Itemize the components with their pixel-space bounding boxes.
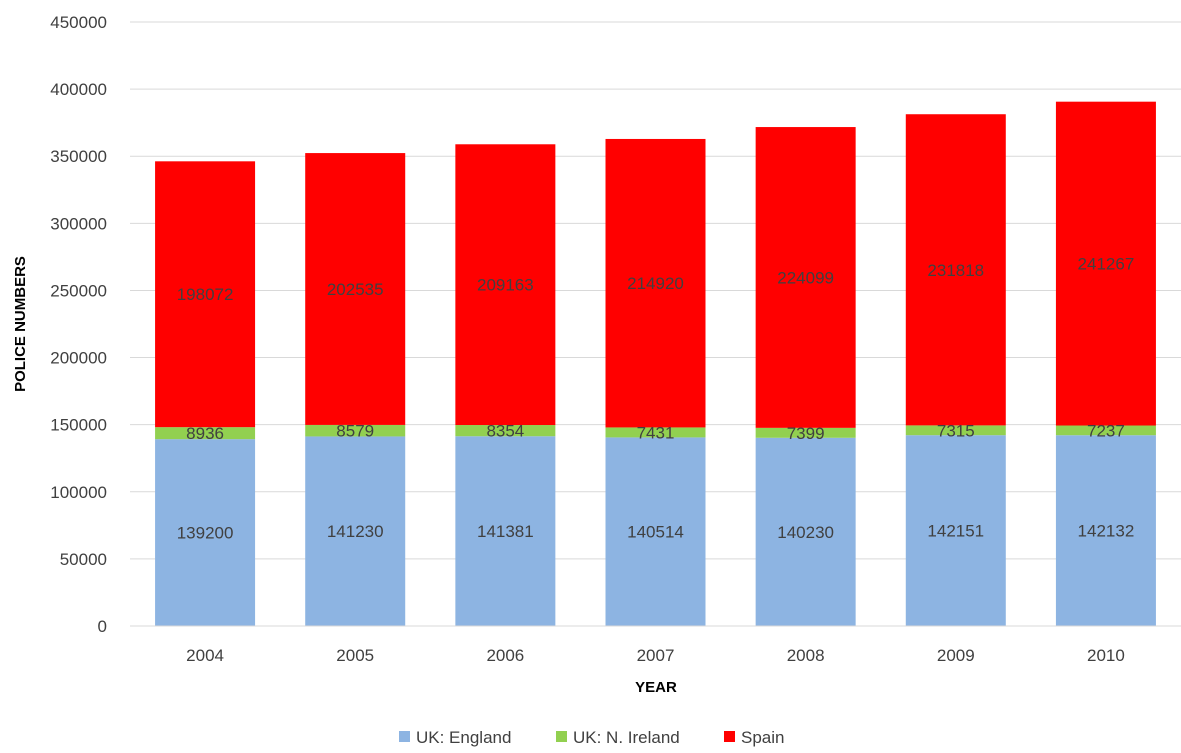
x-tick-label: 2005 (336, 646, 374, 665)
legend-label: UK: England (416, 728, 511, 747)
x-tick-label: 2009 (937, 646, 975, 665)
data-label: 139200 (177, 524, 234, 543)
data-label: 141381 (477, 522, 534, 541)
data-label: 142151 (927, 522, 984, 541)
data-label: 7399 (787, 424, 825, 443)
bar-segment (755, 127, 856, 428)
bar-segment (305, 436, 406, 626)
bar-segment (605, 138, 706, 428)
y-tick-label: 200000 (50, 349, 107, 368)
legend-swatch (556, 731, 567, 742)
legend-label: Spain (741, 728, 784, 747)
bar-segment (155, 427, 256, 440)
y-tick-label: 250000 (50, 281, 107, 300)
data-label: 8579 (336, 422, 374, 441)
legend: UK: England UK: N. Ireland Spain (399, 728, 784, 747)
x-tick-label: 2010 (1087, 646, 1125, 665)
y-tick-label: 450000 (50, 13, 107, 32)
x-tick-label: 2006 (486, 646, 524, 665)
bar-segment (305, 424, 406, 437)
bar-segment (155, 161, 256, 428)
data-label: 214920 (627, 274, 684, 293)
x-axis-ticks: 2004 2005 2006 2007 2008 2009 2010 (186, 646, 1125, 665)
bar-segment (155, 439, 256, 626)
data-label: 231818 (927, 261, 984, 280)
bar-segment (755, 427, 856, 438)
legend-swatch (724, 731, 735, 742)
data-label: 142132 (1078, 522, 1135, 541)
bar-segment (755, 437, 856, 626)
data-label: 8936 (186, 424, 224, 443)
y-tick-label: 100000 (50, 483, 107, 502)
data-label: 7315 (937, 421, 975, 440)
data-label: 241267 (1078, 255, 1135, 274)
data-label: 224099 (777, 268, 834, 287)
bars (155, 101, 1156, 626)
bar-segment (605, 427, 706, 438)
y-tick-label: 150000 (50, 416, 107, 435)
data-label: 141230 (327, 522, 384, 541)
legend-label: UK: N. Ireland (573, 728, 680, 747)
x-tick-label: 2004 (186, 646, 224, 665)
data-label: 198072 (177, 285, 234, 304)
bar-segment (905, 114, 1006, 426)
bar-segment (1055, 435, 1156, 626)
bar-segment (605, 437, 706, 626)
data-label: 140230 (777, 523, 834, 542)
y-tick-label: 300000 (50, 214, 107, 233)
legend-swatch (399, 731, 410, 742)
bar-segment (455, 144, 556, 426)
data-label: 8354 (486, 422, 524, 441)
bar-segment (305, 153, 406, 425)
data-label: 140514 (627, 523, 684, 542)
y-tick-label: 50000 (60, 550, 107, 569)
x-tick-label: 2007 (637, 646, 675, 665)
bar-segment (905, 435, 1006, 626)
data-label: 7431 (637, 423, 675, 442)
x-axis-title: YEAR (635, 679, 677, 696)
bar-segment (1055, 425, 1156, 436)
data-labels: 139200 8936 198072 141230 8579 202535 141381 83… (177, 255, 1135, 543)
y-axis-ticks: 0 50000 100000 150000 200000 250000 300000 3500… (50, 13, 107, 636)
y-axis-title: POLICE NUMBERS (12, 256, 29, 392)
y-tick-label: 0 (98, 617, 107, 636)
data-label: 202535 (327, 280, 384, 299)
y-tick-label: 350000 (50, 147, 107, 166)
bar-segment (905, 425, 1006, 436)
y-tick-label: 400000 (50, 80, 107, 99)
bar-segment (455, 436, 556, 626)
data-label: 209163 (477, 276, 534, 295)
bar-segment (1055, 101, 1156, 426)
data-label: 7237 (1087, 421, 1125, 440)
bar-segment (455, 425, 556, 437)
x-tick-label: 2008 (787, 646, 825, 665)
